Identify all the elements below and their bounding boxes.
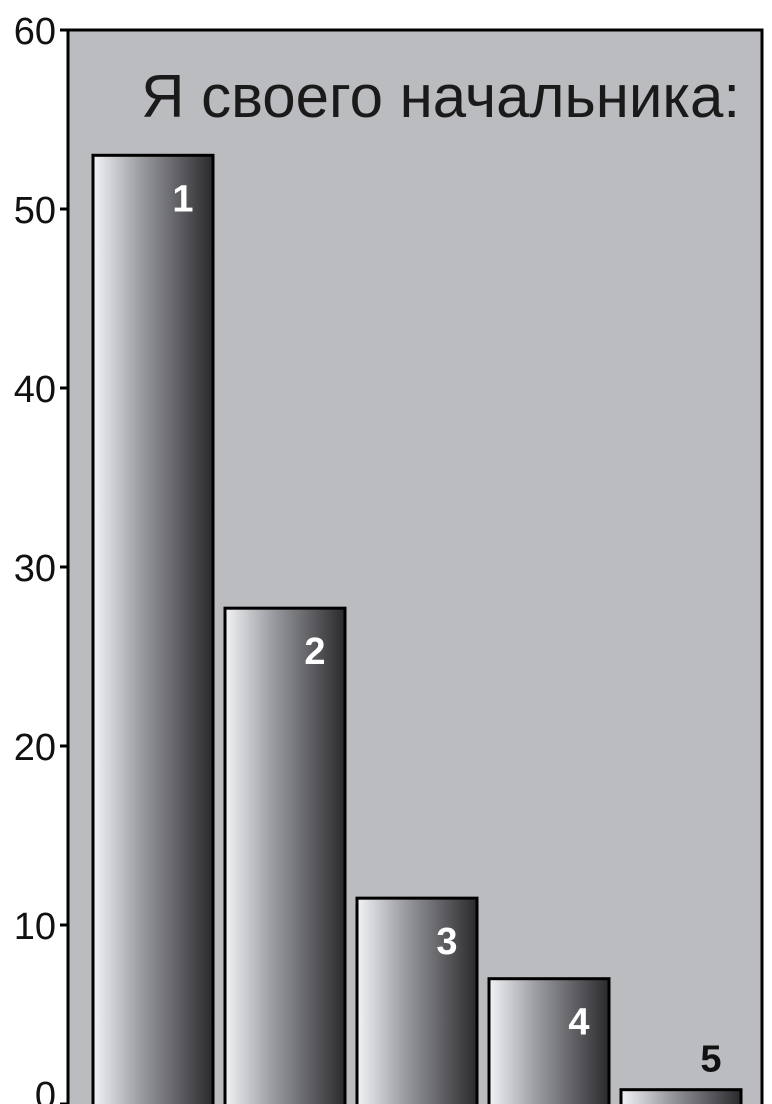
bar-4 [487, 977, 611, 1104]
y-tick-label: 60 [14, 11, 56, 53]
bar-5 [619, 1088, 743, 1104]
y-tick-label: 10 [14, 906, 56, 948]
y-tick-label: 50 [14, 190, 56, 232]
y-tick-label: 30 [14, 548, 56, 590]
bar-category-label: 4 [568, 1002, 589, 1044]
bar-category-label: 3 [436, 921, 457, 963]
bar-3 [355, 896, 479, 1104]
bar-category-label: 2 [304, 631, 325, 673]
y-tick-label: 20 [14, 727, 56, 769]
chart-title: Я своего начальника: [141, 63, 740, 130]
bar-series: 1 2 3 4 5 [91, 153, 743, 1104]
bar-2 [223, 606, 347, 1104]
y-axis-ticks: 0 10 20 30 40 50 60 [14, 11, 68, 1104]
y-tick-label: 40 [14, 369, 56, 411]
y-tick-label: 0 [35, 1075, 56, 1104]
bar-category-label: 1 [172, 178, 193, 220]
bar-category-label: 5 [700, 1039, 721, 1081]
bar-1 [91, 153, 215, 1104]
